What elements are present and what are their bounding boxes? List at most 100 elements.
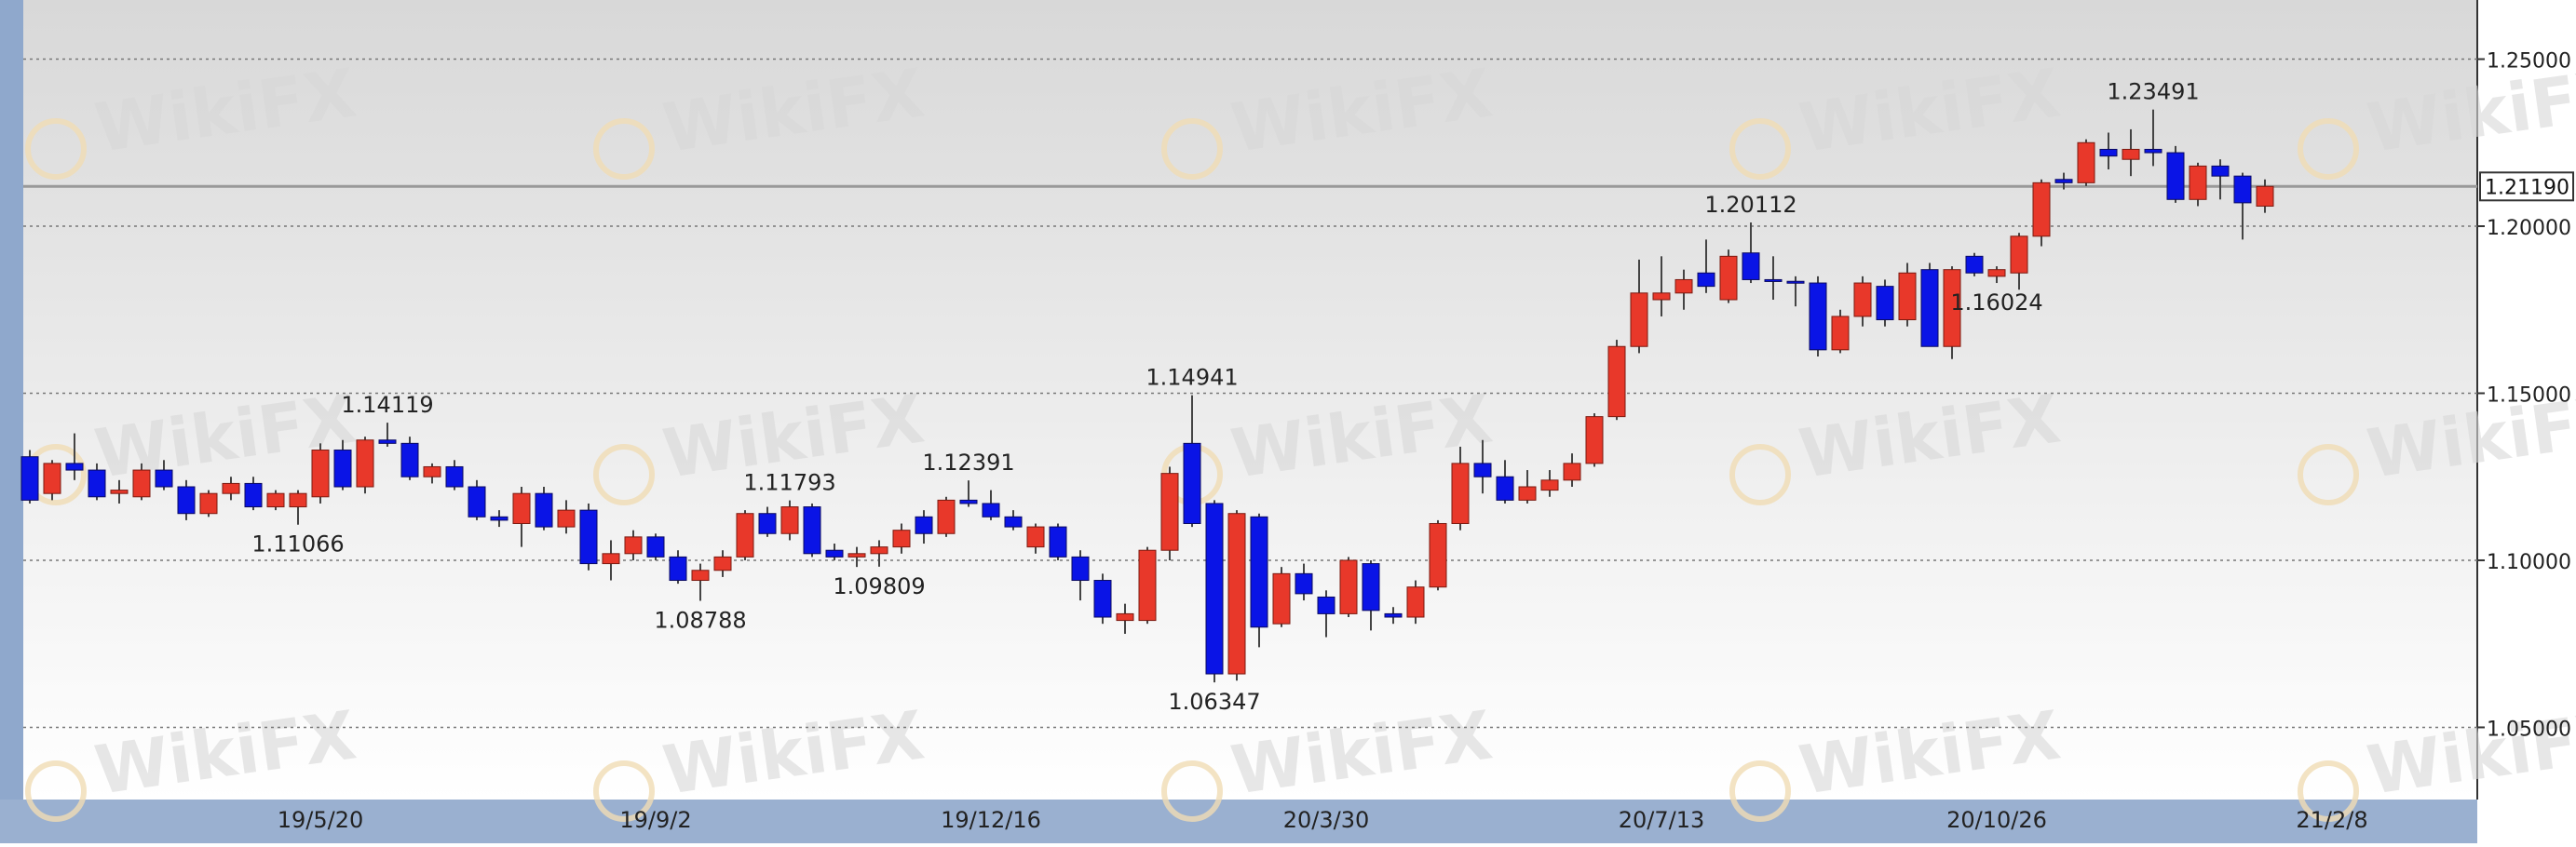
candle-body (244, 482, 263, 508)
candle-body (1697, 272, 1715, 288)
candle-body (132, 469, 151, 498)
candle-body (1183, 442, 1201, 524)
candle-body (199, 492, 218, 515)
candle-body (2166, 152, 2185, 200)
candle-body (1339, 559, 1358, 614)
candle-body (780, 506, 799, 534)
candle-body (1898, 272, 1917, 321)
candle-body (535, 492, 553, 528)
watermark-logo (1161, 118, 1223, 180)
candle-body (1295, 572, 1313, 595)
candle-body (803, 506, 821, 555)
candle-body (1764, 278, 1783, 282)
y-tick-label: 1.10000 (2487, 551, 2571, 574)
x-tick-label: 21/2/8 (2296, 807, 2367, 833)
candle-body (713, 556, 732, 571)
high-label: 1.23491 (2107, 79, 2199, 105)
candle-body (155, 469, 173, 488)
candle-body (1071, 556, 1090, 582)
candle-body (2256, 185, 2274, 207)
candle-body (1362, 563, 1380, 612)
candle-body (1943, 269, 1961, 347)
candle-body (1250, 516, 1268, 628)
candle-body (758, 513, 777, 534)
plot-area (23, 0, 2477, 800)
x-tick-label: 19/5/20 (278, 807, 364, 833)
candle-body (1317, 596, 1335, 614)
candle-body (1853, 282, 1872, 317)
candle-body (1026, 526, 1045, 548)
date-bar (0, 800, 2477, 843)
candle-body (1429, 522, 1447, 588)
watermark-logo (1729, 118, 1791, 180)
x-tick-label: 20/7/13 (1619, 807, 1705, 833)
candle-body (1227, 513, 1246, 675)
candle-body (43, 463, 61, 494)
candle-body (2233, 175, 2252, 204)
candles (20, 109, 2274, 683)
candle-body (222, 482, 240, 494)
candle-body (959, 499, 978, 504)
candle-body (490, 516, 508, 521)
candle-body (937, 499, 956, 534)
candle-body (602, 553, 620, 565)
watermark-logo (1729, 760, 1791, 822)
low-label: 1.06347 (1168, 689, 1260, 715)
candle-body (669, 556, 687, 582)
candle-body (1540, 479, 1559, 491)
candle-body (110, 490, 129, 494)
candle-body (445, 465, 464, 488)
candle-body (65, 463, 84, 471)
candle-body (1831, 316, 1850, 351)
candle-body (1272, 572, 1291, 625)
candle-body (177, 486, 196, 515)
watermark-logo (1161, 760, 1223, 822)
candle-body (423, 465, 441, 477)
candle-body (1563, 463, 1581, 481)
candle-body (1719, 255, 1738, 301)
candle-body (1205, 503, 1224, 675)
left-strip (0, 0, 23, 843)
candle-body (1674, 278, 1693, 294)
candle-body (1786, 280, 1805, 284)
watermark-logo (593, 760, 655, 822)
candle-body (311, 450, 330, 498)
candle-body (1116, 612, 1134, 622)
candle-body (2211, 165, 2230, 177)
watermark-logo (2298, 118, 2359, 180)
candle-body (266, 492, 285, 508)
high-label: 1.11793 (743, 470, 835, 496)
candle-body (2122, 148, 2140, 160)
last-price-label: 1.21190 (2485, 176, 2569, 199)
candle-body (356, 439, 374, 488)
candle-body (1004, 516, 1023, 528)
candle-body (691, 570, 710, 582)
candle-body (1965, 255, 1984, 274)
watermark-logo (25, 760, 87, 822)
candle-body (2189, 165, 2207, 200)
low-label: 1.11066 (251, 531, 344, 558)
candle-body (378, 439, 397, 444)
candle-body (1384, 612, 1403, 618)
candle-body (892, 530, 911, 548)
watermark-logo (1729, 444, 1791, 505)
candle-body (1876, 286, 1894, 321)
last-price-box (2479, 171, 2574, 202)
x-tick-label: 20/3/30 (1283, 807, 1370, 833)
candle-body (289, 492, 307, 508)
candle-body (1518, 486, 1537, 501)
candle-body (1607, 345, 1626, 418)
candle-body (1049, 526, 1067, 558)
candle-body (400, 442, 419, 477)
candle-body (2054, 179, 2073, 183)
watermark-logo (25, 118, 87, 180)
x-tick-label: 19/12/16 (941, 807, 1041, 833)
high-label: 1.12391 (922, 450, 1014, 476)
low-label: 1.16024 (1950, 289, 2042, 316)
candle-body (1138, 549, 1157, 622)
watermark-logo (2298, 444, 2359, 505)
candle-body (88, 469, 106, 498)
candle-body (512, 492, 531, 524)
candle-body (2099, 148, 2118, 157)
candle-body (1473, 463, 1492, 477)
